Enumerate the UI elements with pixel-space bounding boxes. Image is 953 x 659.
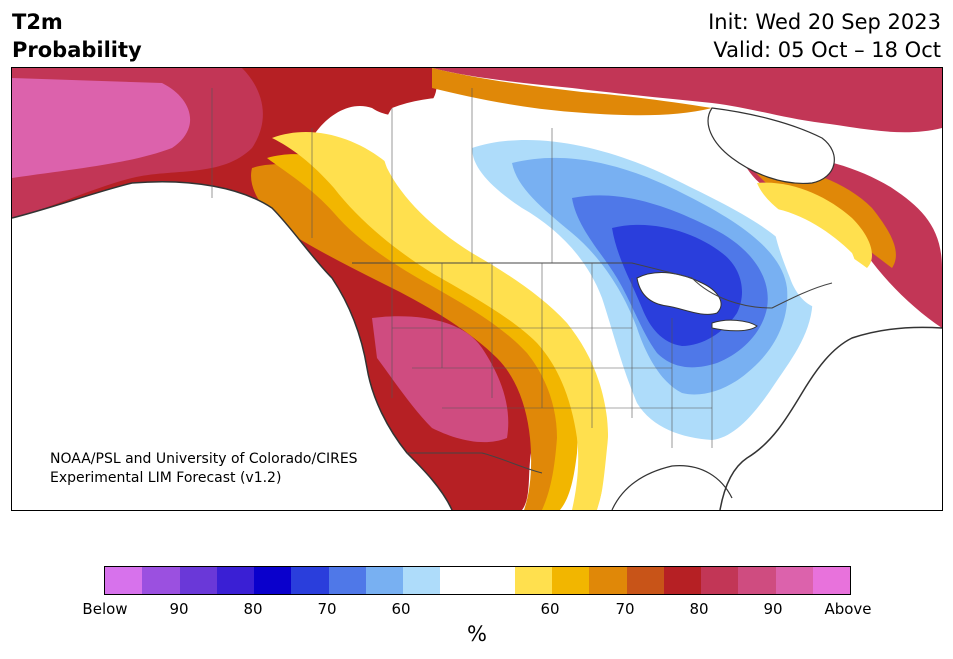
us-canada-border: [352, 262, 833, 309]
gulf-coast: [611, 465, 733, 510]
init-date: Init: Wed 20 Sep 2023: [708, 10, 941, 34]
colorbar-tick: 60: [391, 600, 411, 618]
region-alaska-core: [12, 78, 191, 178]
probability-colorbar: [104, 566, 851, 595]
province-lines: [211, 88, 553, 263]
colorbar-swatch: [663, 567, 701, 594]
forecast-dates: Init: Wed 20 Sep 2023 Valid: 05 Oct – 18…: [708, 8, 941, 64]
colorbar-swatch: [552, 567, 590, 594]
map-title: T2m Probability: [12, 8, 142, 64]
pacific-ocean: [12, 181, 452, 510]
colorbar-tick: 90: [169, 600, 189, 618]
colorbar-swatch: [738, 567, 776, 594]
credit-line-2: Experimental LIM Forecast (v1.2): [50, 470, 282, 486]
colorbar-swatch: [626, 567, 664, 594]
hudson-bay: [708, 108, 835, 184]
colorbar-swatch: [775, 567, 813, 594]
colorbar-tick: Above: [824, 600, 872, 618]
region-arctic-north: [432, 68, 942, 133]
region-northeast-neutral: [772, 208, 856, 309]
coastline-east: [719, 326, 942, 510]
colorbar-tick: 70: [317, 600, 337, 618]
colorbar-tick: 80: [689, 600, 709, 618]
title-kind: Probability: [12, 38, 142, 62]
credit-text: NOAA/PSL and University of Colorado/CIRE…: [50, 450, 358, 488]
colorbar-swatch: [477, 567, 515, 594]
colorbar-swatch: [328, 567, 366, 594]
colorbar-swatch: [365, 567, 403, 594]
gulf-of-mexico: [612, 465, 732, 510]
band-gold-west: [267, 154, 578, 510]
colorbar-swatch: [440, 567, 478, 594]
credit-line-1: NOAA/PSL and University of Colorado/CIRE…: [50, 451, 358, 467]
colorbar-tick: 80: [243, 600, 263, 618]
state-lines: [391, 263, 713, 448]
band-orange-west: [251, 164, 559, 510]
mexico-border: [407, 452, 543, 474]
colorbar-swatch: [216, 567, 254, 594]
colorbar-swatch: [589, 567, 627, 594]
colorbar-swatch: [514, 567, 552, 594]
colorbar-swatch: [403, 567, 441, 594]
colorbar-tick: 90: [763, 600, 783, 618]
colorbar-tick: Below: [82, 600, 128, 618]
colorbar-swatch: [701, 567, 739, 594]
colorbar-swatch: [179, 567, 217, 594]
colorbar-unit: %: [467, 622, 487, 646]
region-west-us-core: [372, 316, 509, 443]
colorbar-swatch: [142, 567, 180, 594]
colorbar-tick: 60: [540, 600, 560, 618]
colorbar-swatch: [254, 567, 292, 594]
band-yellow-west: [272, 132, 609, 510]
hudson-bay-coast: [707, 107, 835, 185]
region-arctic-orange: [432, 68, 712, 116]
valid-range: Valid: 05 Oct – 18 Oct: [713, 38, 941, 62]
colorbar-tick: 70: [615, 600, 635, 618]
forecast-map: NOAA/PSL and University of Colorado/CIRE…: [11, 67, 943, 511]
colorbar-swatch: [812, 567, 850, 594]
atlantic-ocean: [712, 327, 942, 510]
title-variable: T2m: [12, 10, 63, 34]
colorbar-swatch: [105, 567, 143, 594]
probability-map-svg: [12, 68, 942, 510]
coastline-west: [12, 180, 453, 510]
colorbar-swatch: [291, 567, 329, 594]
